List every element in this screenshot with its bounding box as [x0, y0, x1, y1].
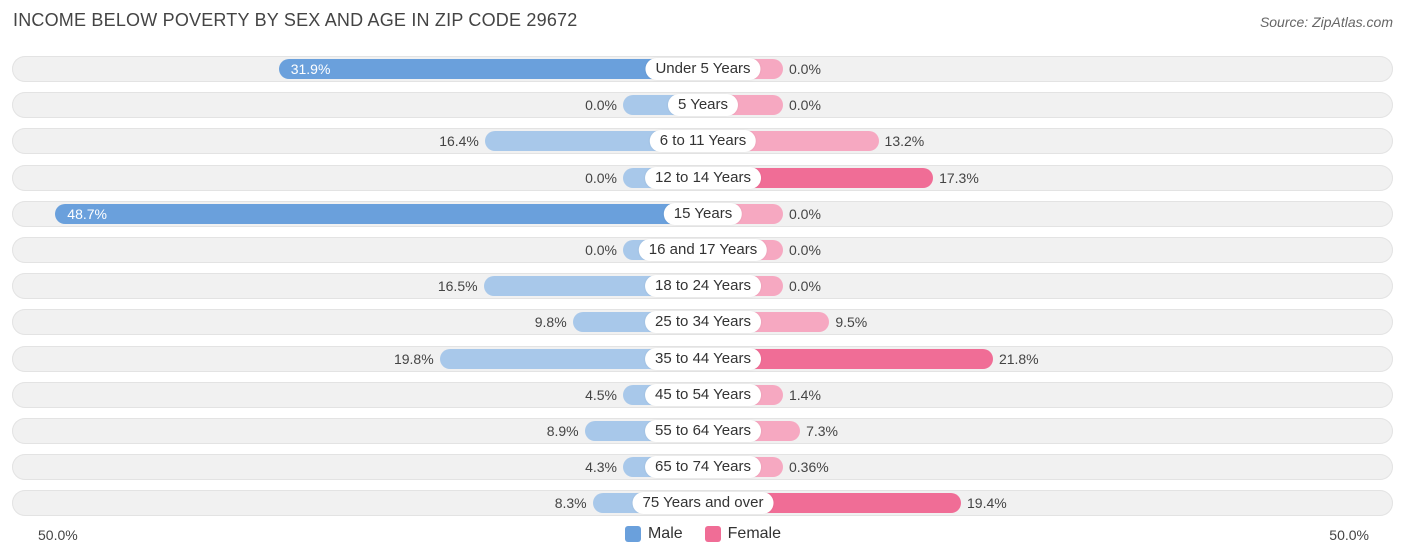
bar-female-35-to-44-years[interactable] [703, 349, 993, 369]
category-label-45-to-54-years: 45 to 54 Years [645, 384, 761, 406]
category-label-18-to-24-years: 18 to 24 Years [645, 275, 761, 297]
category-label-12-to-14-years: 12 to 14 Years [645, 167, 761, 189]
value-female-6-to-11-years: 13.2% [884, 133, 925, 149]
value-female-12-to-14-years: 17.3% [939, 170, 979, 186]
value-female-5-years: 0.0% [789, 97, 821, 113]
category-label-16-and-17-years: 16 and 17 Years [638, 239, 768, 261]
value-female-under-5-years: 0.0% [789, 61, 821, 77]
legend-swatch-male [624, 526, 641, 542]
value-female-18-to-24-years: 0.0% [789, 278, 821, 294]
category-label-55-to-64-years: 55 to 64 Years [645, 420, 761, 442]
bar-male-6-to-11-years[interactable] [484, 131, 703, 151]
value-male-45-to-54-years: 4.5% [585, 387, 617, 403]
bar-male-35-to-44-years[interactable] [439, 349, 703, 369]
category-label-25-to-34-years: 25 to 34 Years [645, 311, 761, 333]
value-female-25-to-34-years: 9.5% [835, 314, 868, 330]
value-female-55-to-64-years: 7.3% [806, 423, 838, 439]
bar-male-under-5-years[interactable] [278, 59, 703, 79]
value-male-5-years: 0.0% [585, 97, 617, 113]
value-male-65-to-74-years: 4.3% [585, 459, 617, 475]
chart-title: INCOME BELOW POVERTY BY SEX AND AGE IN Z… [13, 10, 578, 30]
value-male-12-to-14-years: 0.0% [585, 170, 617, 186]
legend-item-male[interactable]: Male [624, 525, 683, 543]
value-female-65-to-74-years: 0.36% [789, 459, 829, 475]
category-label-5-years: 5 Years [667, 94, 739, 116]
axis-right-label: 50.0% [1329, 527, 1369, 543]
category-label-under-5-years: Under 5 Years [645, 58, 761, 80]
value-female-75-years-and-over: 19.4% [967, 495, 1007, 511]
value-male-6-to-11-years: 16.4% [439, 133, 479, 149]
bar-male-15-years[interactable] [55, 204, 703, 224]
axis-left-label: 50.0% [38, 527, 78, 543]
legend-swatch-female [704, 526, 721, 542]
category-label-35-to-44-years: 35 to 44 Years [645, 348, 761, 370]
value-female-35-to-44-years: 21.8% [998, 351, 1039, 367]
category-label-65-to-74-years: 65 to 74 Years [645, 456, 761, 478]
value-male-18-to-24-years: 16.5% [437, 278, 478, 294]
value-female-16-and-17-years: 0.0% [789, 242, 821, 258]
bar-female-12-to-14-years[interactable] [703, 168, 934, 188]
category-label-15-years: 15 Years [663, 203, 743, 225]
category-label-75-years-and-over: 75 Years and over [632, 492, 774, 514]
value-male-75-years-and-over: 8.3% [554, 495, 587, 511]
category-label-6-to-11-years: 6 to 11 Years [649, 130, 757, 152]
value-female-15-years: 0.0% [789, 206, 821, 222]
value-male-16-and-17-years: 0.0% [585, 242, 617, 258]
value-male-25-to-34-years: 9.8% [534, 314, 567, 330]
legend-item-female[interactable]: Female [704, 525, 782, 543]
legend-label-female: Female [727, 525, 782, 542]
legend-label-male: Male [647, 525, 683, 542]
source-credit: Source: ZipAtlas.com [1259, 14, 1393, 30]
value-male-35-to-44-years: 19.8% [393, 351, 434, 367]
legend: Male Female [0, 525, 1406, 543]
value-female-45-to-54-years: 1.4% [789, 387, 821, 403]
value-male-55-to-64-years: 8.9% [546, 423, 579, 439]
value-male-under-5-years: 31.9% [290, 61, 331, 77]
value-male-15-years: 48.7% [67, 206, 107, 222]
